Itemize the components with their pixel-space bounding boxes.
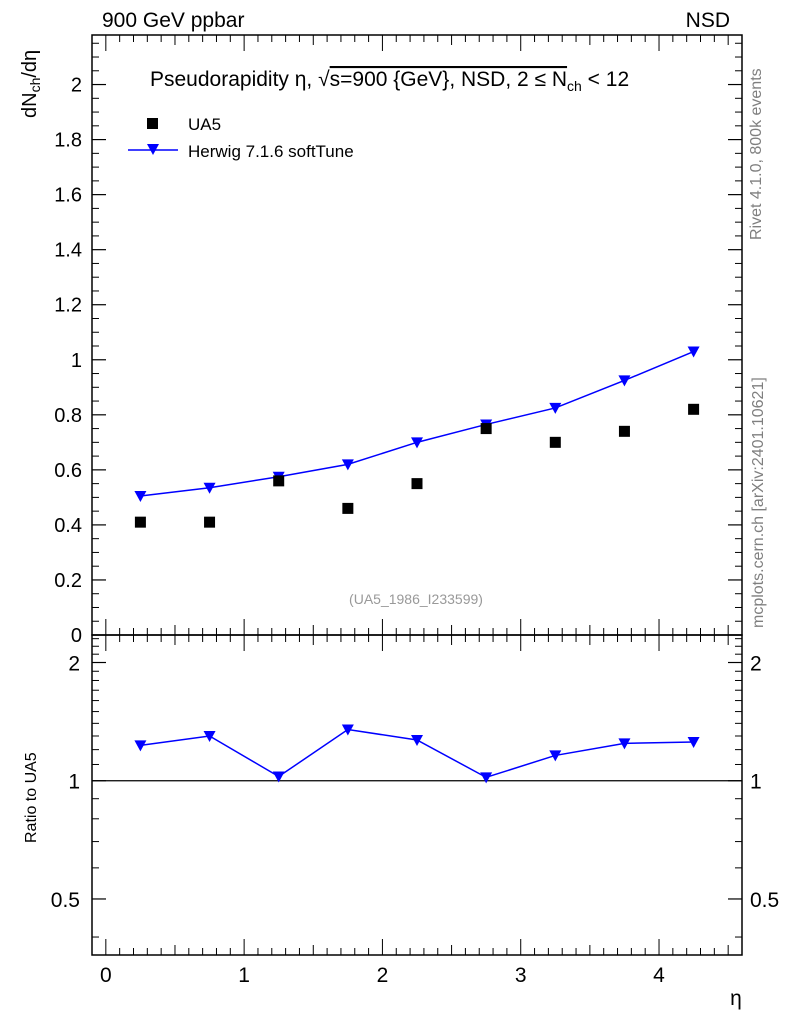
- ratio-herwig-point: [411, 734, 423, 746]
- ratio-y-tick-label-right: 1: [750, 771, 762, 794]
- ratio-y-axis-label: Ratio to UA5: [23, 752, 40, 843]
- analysis-id-annotation: (UA5_1986_I233599): [349, 591, 483, 607]
- chart-title-sub: ch: [567, 78, 582, 94]
- main-y-tick-label: 0.2: [54, 570, 82, 592]
- main-y-tick-label: 2: [71, 75, 82, 97]
- herwig-point: [341, 459, 354, 471]
- ratio-herwig-point: [618, 738, 631, 750]
- herwig-point: [618, 375, 631, 387]
- legend-label-herwig: Herwig 7.1.6 softTune: [188, 142, 354, 161]
- ratio-herwig-point: [272, 771, 285, 783]
- legend-marker-ua5: [147, 118, 158, 129]
- ratio-axes: 0.5 0.5 1 1 2 2 0 1 2 3 4: [51, 635, 779, 987]
- main-y-axis-label-rest: /dη: [19, 50, 41, 78]
- ratio-plot-frame: [91, 634, 743, 956]
- herwig-point: [134, 491, 147, 503]
- chart-title-prefix: Pseudorapidity η,: [150, 68, 318, 91]
- ratio-y-tick-label-left: 0.5: [51, 889, 80, 912]
- x-tick-label: 2: [377, 964, 389, 987]
- ratio-y-tick-label-right: 2: [750, 653, 762, 676]
- x-tick-label: 0: [100, 964, 112, 987]
- herwig-point: [549, 402, 562, 414]
- x-tick-label: 1: [238, 964, 250, 987]
- ratio-series-group: [134, 724, 700, 784]
- main-y-axis-label-sub: ch: [27, 78, 43, 93]
- ratio-y-tick-label-left: 1: [68, 771, 80, 794]
- herwig-point: [687, 346, 700, 358]
- ua5-point: [204, 516, 216, 528]
- main-y-tick-label: 1.2: [54, 295, 82, 317]
- main-y-tick-label: 1: [71, 350, 82, 372]
- header-left-label: 900 GeV ppbar: [102, 9, 244, 32]
- ratio-y-tick-label-left: 2: [68, 653, 80, 676]
- main-y-axis-label: dNch/dη: [19, 50, 43, 118]
- ratio-herwig-point: [687, 736, 700, 748]
- ua5-point: [342, 502, 354, 514]
- ua5-point: [549, 436, 561, 448]
- x-tick-label: 4: [653, 964, 665, 987]
- chart-title-sqrt: √: [318, 68, 330, 91]
- herwig-line: [140, 350, 694, 497]
- main-y-tick-label: 0.4: [54, 515, 82, 537]
- ratio-y-tick-label-right: 0.5: [750, 889, 779, 912]
- ratio-herwig-point: [203, 730, 216, 742]
- main-y-axis-label-main: dN: [19, 92, 41, 118]
- main-y-tick-label: 0: [71, 625, 82, 647]
- x-axis-label: η: [730, 987, 742, 1010]
- ua5-point: [618, 425, 630, 437]
- main-y-tick-label: 0.6: [54, 460, 82, 482]
- legend-label-ua5: UA5: [188, 115, 221, 134]
- legend-marker-herwig: [147, 144, 159, 155]
- herwig-point: [411, 437, 423, 449]
- ratio-herwig-point: [134, 740, 147, 752]
- ua5-point: [134, 516, 146, 528]
- ratio-herwig-point: [549, 750, 562, 762]
- ratio-herwig-point: [341, 724, 354, 736]
- ua5-point: [411, 478, 423, 490]
- main-y-tick-label: 0.8: [54, 405, 82, 427]
- ua5-point: [273, 475, 285, 487]
- main-y-axis: 0 0.2 0.4 0.6 0.8 1 1.2 1.4 1.6 1.8 2: [54, 35, 742, 647]
- main-y-tick-label: 1.6: [54, 185, 82, 207]
- x-tick-label: 3: [515, 964, 527, 987]
- ua5-point: [688, 403, 700, 415]
- herwig-point: [203, 482, 216, 494]
- ratio-herwig-point: [480, 772, 493, 784]
- mcplots-label: mcplots.cern.ch [arXiv:2401.10621]: [750, 377, 767, 628]
- ua5-point: [480, 423, 492, 435]
- main-y-tick-label: 1.4: [54, 240, 82, 262]
- chart-title-s: s=900 {GeV}, NSD, 2 ≤ N: [330, 68, 567, 91]
- chart-title: Pseudorapidity η, √s=900 {GeV}, NSD, 2 ≤…: [150, 68, 629, 94]
- legend: UA5 Herwig 7.1.6 softTune: [128, 115, 354, 161]
- main-series-group: [134, 346, 700, 528]
- rivet-version-label: Rivet 4.1.0, 800k events: [748, 68, 765, 240]
- main-y-tick-label: 1.8: [54, 130, 82, 152]
- chart-title-suffix: < 12: [582, 68, 629, 91]
- header-right-label: NSD: [686, 9, 730, 32]
